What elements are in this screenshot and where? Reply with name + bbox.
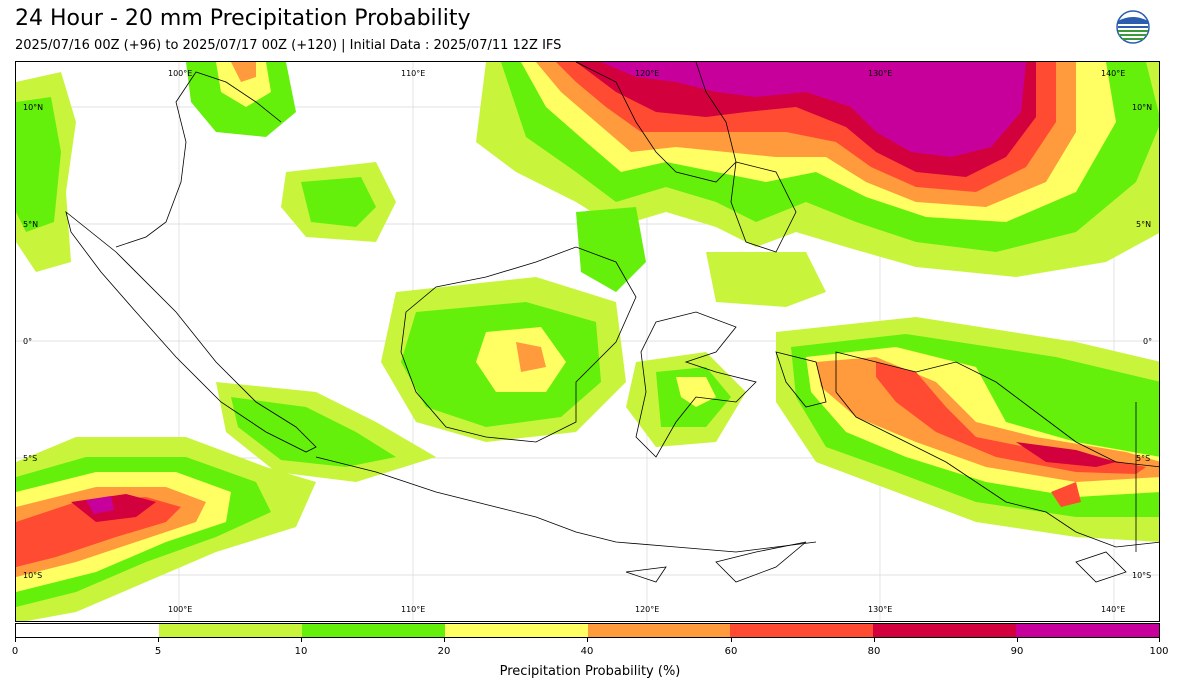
colorbar-tickmark — [444, 638, 445, 642]
colorbar-segment — [158, 624, 302, 637]
colorbar-tick-label: 100 — [1149, 646, 1169, 657]
colorbar — [15, 623, 1160, 638]
colorbar-tick-label: 80 — [867, 646, 881, 657]
precip-field-northwest — [16, 62, 396, 272]
colorbar-tick-label: 20 — [437, 646, 451, 657]
coastlines — [65, 62, 1159, 583]
lon-label-bottom: 140°E — [1101, 605, 1126, 614]
lon-label-top: 110°E — [401, 69, 426, 78]
lon-label-bottom: 110°E — [401, 605, 426, 614]
colorbar-tickmark — [874, 638, 875, 642]
colorbar-tickmark — [731, 638, 732, 642]
lat-label-left: 0° — [23, 337, 33, 346]
colorbar-segment — [873, 624, 1017, 637]
colorbar-tickmark — [587, 638, 588, 642]
colorbar-segment — [444, 624, 588, 637]
colorbar-tick-label: 60 — [724, 646, 738, 657]
colorbar-label: Precipitation Probability (%) — [499, 664, 681, 679]
lat-label-right: 0° — [1143, 337, 1153, 346]
lat-label-left: 5°S — [23, 454, 38, 463]
lon-label-top: 100°E — [168, 69, 193, 78]
precip-field-southwest — [16, 437, 316, 621]
lat-label-left: 10°S — [23, 571, 43, 580]
lat-label-right: 5°N — [1136, 220, 1152, 229]
colorbar-tickmark — [158, 638, 159, 642]
colorbar-tick-label: 0 — [11, 646, 19, 657]
lon-label-bottom: 120°E — [635, 605, 660, 614]
lat-label-right: 5°S — [1136, 454, 1151, 463]
colorbar-tickmark — [15, 638, 16, 642]
colorbar-tick-label: 5 — [154, 646, 162, 657]
colorbar-segment — [1016, 624, 1159, 637]
precip-field-east — [776, 317, 1159, 542]
page-title: 24 Hour - 20 mm Precipitation Probabilit… — [15, 6, 471, 31]
lat-label-right: 10°S — [1132, 571, 1152, 580]
lon-label-bottom: 130°E — [868, 605, 893, 614]
lon-label-top: 120°E — [635, 69, 660, 78]
colorbar-tick-label: 40 — [580, 646, 594, 657]
colorbar-tick-label: 90 — [1010, 646, 1024, 657]
colorbar-tickmark — [1017, 638, 1018, 642]
precip-field-north — [476, 62, 1159, 277]
colorbar-segment — [16, 624, 159, 637]
map-canvas — [16, 62, 1159, 621]
colorbar-segment — [730, 624, 874, 637]
precipitation-map: 100°E 110°E 120°E 130°E 140°E 100°E 110°… — [15, 61, 1160, 622]
lon-label-top: 130°E — [868, 69, 893, 78]
colorbar-tickmark — [301, 638, 302, 642]
lat-label-right: 10°N — [1132, 103, 1153, 112]
lon-label-bottom: 100°E — [168, 605, 193, 614]
colorbar-tick-label: 10 — [294, 646, 308, 657]
lon-label-top: 140°E — [1101, 69, 1126, 78]
precip-field-borneo — [381, 207, 826, 442]
colorbar-tickmark — [1159, 638, 1160, 642]
lat-label-left: 5°N — [23, 220, 39, 229]
colorbar-segment — [587, 624, 731, 637]
page-subtitle: 2025/07/16 00Z (+96) to 2025/07/17 00Z (… — [15, 38, 562, 53]
lat-label-left: 10°N — [23, 103, 44, 112]
bmkg-logo — [1115, 10, 1151, 56]
colorbar-segment — [301, 624, 445, 637]
precip-field-java — [216, 352, 746, 482]
